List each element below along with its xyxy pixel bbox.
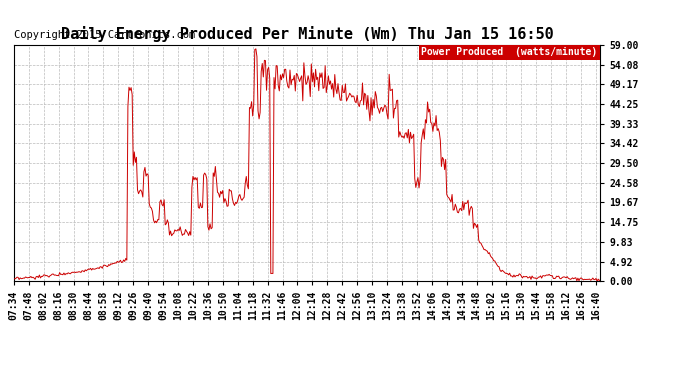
Title: Daily Energy Produced Per Minute (Wm) Thu Jan 15 16:50: Daily Energy Produced Per Minute (Wm) Th… [61,27,553,42]
Text: Power Produced  (watts/minute): Power Produced (watts/minute) [421,47,598,57]
Text: Copyright 2015 Cartronics.com: Copyright 2015 Cartronics.com [14,30,195,40]
